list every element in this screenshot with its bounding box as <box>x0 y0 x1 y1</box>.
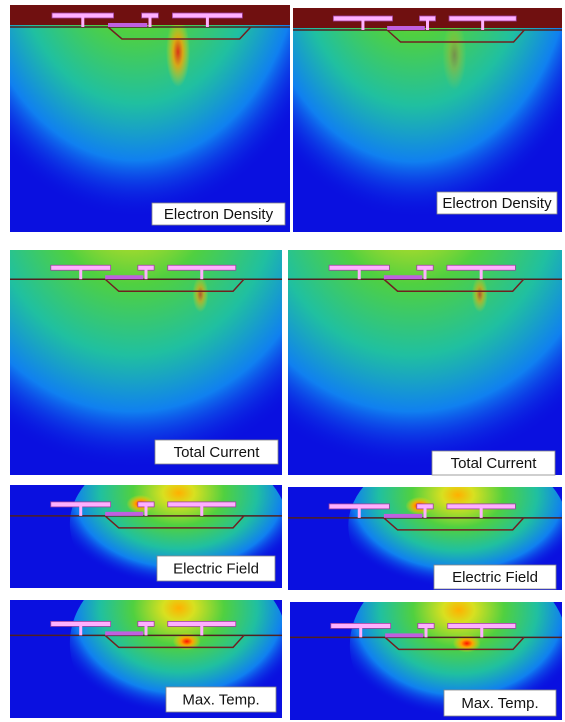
panel-label: Max. Temp. <box>182 691 259 708</box>
electrode-stem <box>79 506 82 516</box>
plot <box>247 0 565 265</box>
electrode-stem <box>361 20 364 30</box>
panel: Electron Density <box>0 0 310 265</box>
electrode-stem <box>480 508 483 518</box>
gate <box>108 23 147 27</box>
electrode-stem <box>425 627 428 637</box>
electrode-stem <box>79 625 82 635</box>
panel: Electron Density <box>247 0 565 265</box>
electrode-stem <box>81 17 84 27</box>
electrode-stem <box>145 269 148 279</box>
electrode-stem <box>145 625 148 635</box>
panel-label: Total Current <box>451 455 538 472</box>
panel-label: Max. Temp. <box>461 695 538 712</box>
electrode-stem <box>426 20 429 30</box>
plot <box>0 0 310 265</box>
electrode-stem <box>200 625 203 635</box>
electrode-stem <box>149 17 152 27</box>
gate <box>384 275 422 279</box>
electrode-stem <box>359 627 362 637</box>
figure: Electron Density Electron Density Total Cu… <box>0 0 565 722</box>
panel-label: Electric Field <box>173 560 259 577</box>
gate <box>105 512 143 516</box>
electrode-stem <box>358 508 361 518</box>
electrode-stem <box>79 269 82 279</box>
gate <box>105 631 143 635</box>
panel-label: Electric Field <box>452 569 538 586</box>
electrode-stem <box>480 269 483 279</box>
electrode-stem <box>480 627 483 637</box>
panel-label: Electron Density <box>164 206 274 223</box>
hot-spot <box>192 276 208 312</box>
electrode-stem <box>424 508 427 518</box>
panel-label: Total Current <box>174 444 261 461</box>
electrode-stem <box>424 269 427 279</box>
gate <box>387 26 425 30</box>
electrode-stem <box>481 20 484 30</box>
hot-spot <box>472 276 488 312</box>
panel-label: Electron Density <box>442 195 552 212</box>
electrode-stem <box>358 269 361 279</box>
electrode-stem <box>145 506 148 516</box>
gate <box>384 514 422 518</box>
electrode-stem <box>206 17 209 27</box>
gate <box>105 275 143 279</box>
gate <box>385 633 423 637</box>
electrode-stem <box>200 506 203 516</box>
electrode-stem <box>200 269 203 279</box>
